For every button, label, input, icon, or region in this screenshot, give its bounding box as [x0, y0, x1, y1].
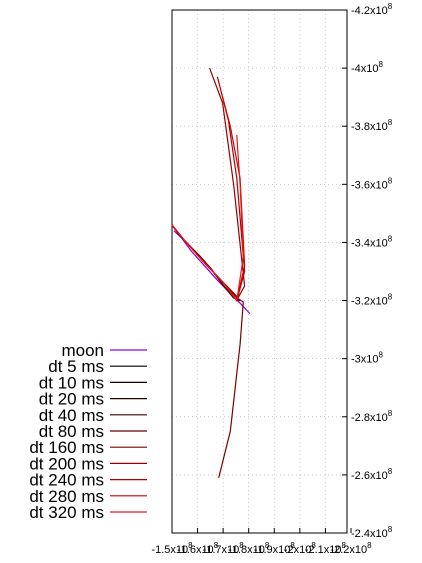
x-tick-labels: -1.5x108-1.6x108-1.7x108-1.8x108-1.9x108…	[151, 528, 372, 556]
x-tick-label: -1.5x108	[151, 541, 193, 556]
y-tick-label: -4x108	[351, 60, 384, 75]
x-tick-label: -1.9x108	[254, 541, 296, 556]
y-tick-label: -4.2x108	[351, 2, 393, 17]
legend-label: moon	[61, 341, 104, 360]
x-tick-label: -1.6x108	[177, 541, 219, 556]
y-tick-label: -3.8x108	[351, 118, 393, 133]
legend-label: dt 80 ms	[39, 422, 104, 441]
y-tick-label: -3.2x108	[351, 293, 393, 308]
y-tick-label: -3.6x108	[351, 176, 393, 191]
y-tick-label: -2.4x108	[351, 525, 393, 540]
legend-label: dt 20 ms	[39, 390, 104, 409]
legend-label: dt 40 ms	[39, 406, 104, 425]
series-layer	[171, 67, 251, 478]
x-tick-label: -2x108	[284, 541, 317, 556]
legend-label: dt 240 ms	[29, 471, 104, 490]
legend-label: dt 160 ms	[29, 438, 104, 457]
y-tick-labels: -4.2x108 -4x108 -3.8x108 -3.6x108 -3.4x108 -3…	[342, 2, 393, 540]
series-line-moon	[173, 230, 251, 315]
x-tick-label: -2.1x108	[305, 541, 347, 556]
plot-frame	[171, 9, 348, 534]
x-tick-label: -2.2x108	[330, 541, 372, 556]
y-tick-label: -2.8x108	[351, 409, 393, 424]
x-tick-label: -1.7x108	[203, 541, 245, 556]
y-tick-label: -2.6x108	[351, 467, 393, 482]
legend-label: dt 200 ms	[29, 454, 104, 473]
legend-label: dt 280 ms	[29, 487, 104, 506]
legend-label: dt 5 ms	[48, 357, 104, 376]
legend-label: dt 10 ms	[39, 373, 104, 392]
legend-label: dt 320 ms	[29, 503, 104, 522]
y-tick-label: -3.4x108	[351, 234, 393, 249]
x-tick-label: -1.8x108	[228, 541, 270, 556]
y-tick-label: -3x108	[351, 351, 384, 366]
series-line-dt-320-ms	[171, 134, 244, 303]
